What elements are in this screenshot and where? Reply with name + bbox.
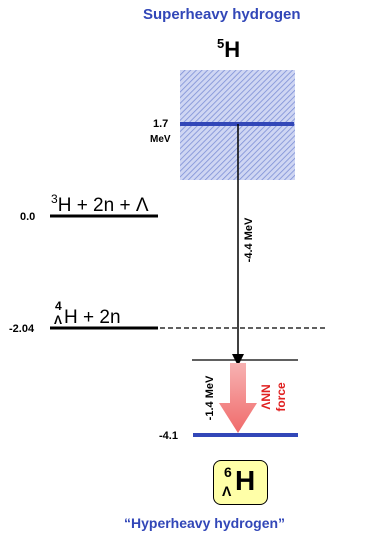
zero-channel-sup: 3	[51, 192, 58, 206]
nucleus-bottom-symbol: H	[235, 465, 256, 496]
nucleus-top-sup: 5	[217, 36, 225, 51]
h5-energy-value: 1.7	[153, 118, 169, 130]
h5-energy-unit: MeV	[150, 134, 171, 145]
nucleus-top-symbol: H	[224, 37, 241, 62]
zero-energy-value: 0.0	[20, 211, 36, 223]
big-transition-label: -4.4 MeV	[243, 217, 255, 262]
zero-channel-label: 3H + 2n + Λ	[51, 193, 149, 215]
bottom-energy-value: -4.1	[159, 430, 178, 442]
zero-channel-formula: H + 2n + Λ	[57, 195, 149, 216]
nucleus-bottom-sup: 6	[224, 464, 232, 480]
mid-channel-label: 4 Λ H + 2n	[54, 300, 121, 328]
nucleus-top-label: 5H	[217, 37, 240, 61]
nucleus-bottom-box	[213, 460, 268, 505]
force-arrow	[219, 363, 257, 433]
mid-channel-formula: H + 2n	[64, 307, 121, 328]
mid-energy-value: -2.04	[9, 323, 35, 335]
force-label-line1: ΛNN	[259, 384, 273, 409]
mid-channel-sup: 4	[55, 299, 62, 313]
mid-channel-sub: Λ	[54, 313, 63, 327]
nucleus-bottom-sub: Λ	[222, 483, 232, 499]
force-label-line2: force	[274, 382, 288, 412]
diagram-caption: “Hyperheavy hydrogen”	[124, 515, 286, 531]
diagram-title: Superheavy hydrogen	[143, 6, 301, 23]
small-transition-label: -1.4 MeV	[204, 375, 216, 420]
nucleus-bottom-label: 6 Λ H	[222, 464, 256, 499]
